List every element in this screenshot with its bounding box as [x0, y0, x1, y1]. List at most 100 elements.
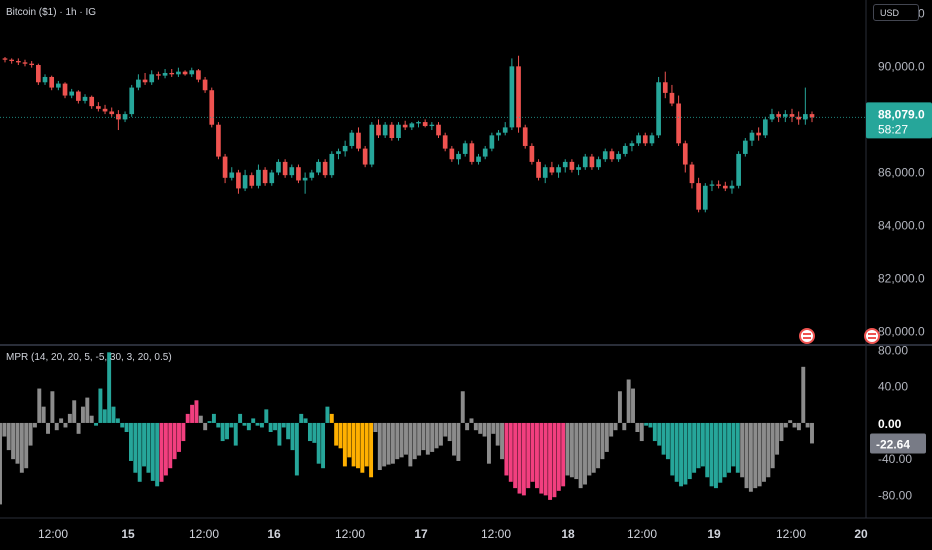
histogram-bar — [500, 422, 505, 460]
histogram-bar — [172, 422, 177, 460]
histogram-bar — [203, 422, 208, 431]
indicator-tick-label: 40.00 — [878, 380, 908, 394]
candle-body — [609, 151, 615, 160]
candle-body — [502, 127, 508, 133]
histogram-bar — [753, 422, 758, 489]
histogram-bar — [779, 422, 784, 442]
candle-body — [709, 184, 715, 186]
histogram-bar — [687, 422, 692, 480]
candle-body — [309, 172, 315, 178]
histogram-bar — [369, 422, 374, 478]
histogram-bar — [59, 418, 64, 423]
histogram-bar — [207, 421, 212, 423]
histogram-bar — [796, 422, 801, 431]
candle-body — [716, 184, 721, 186]
histogram-bar — [386, 422, 391, 465]
histogram-bar — [530, 422, 535, 482]
histogram-bar — [281, 422, 286, 428]
time-tick-label: 12:00 — [189, 527, 219, 541]
histogram-bar — [238, 413, 243, 423]
histogram-bar — [513, 422, 518, 489]
histogram-bar — [460, 391, 465, 423]
price-pane[interactable] — [0, 55, 866, 213]
histogram-bar — [517, 422, 522, 494]
indicator-value-badge[interactable] — [870, 433, 926, 454]
us-flag-event-icon-ring — [864, 328, 880, 344]
histogram-bar — [107, 352, 112, 423]
candle-body — [496, 132, 501, 136]
time-tick-label: 12:00 — [335, 527, 365, 541]
time-axis[interactable]: 12:00 15 12:00 16 12:00 17 12:00 18 12:00 19 12:00… — [38, 527, 868, 541]
histogram-bar — [19, 422, 24, 473]
us-flag-event-icon[interactable] — [799, 328, 815, 344]
candle-body — [222, 156, 228, 178]
last-price-badge[interactable] — [866, 102, 932, 139]
histogram-bar — [425, 422, 430, 455]
time-tick-label: 19 — [707, 527, 721, 541]
histogram-bar — [277, 422, 282, 446]
candle-body — [662, 82, 668, 93]
histogram-bar — [473, 422, 478, 431]
histogram-bar — [133, 422, 138, 473]
histogram-bar — [155, 422, 160, 487]
candle-body — [336, 151, 341, 154]
histogram-bar — [661, 422, 666, 455]
histogram-bar — [0, 422, 2, 505]
histogram-bar — [290, 422, 295, 451]
time-tick-label: 12:00 — [776, 527, 806, 541]
histogram-bar — [76, 422, 81, 434]
currency-button[interactable]: USD — [873, 4, 919, 21]
histogram-bar — [159, 422, 164, 482]
zero-label: 0.00 — [878, 417, 902, 431]
histogram-bar — [194, 400, 199, 423]
candle-body — [616, 153, 621, 160]
candle-body — [569, 161, 575, 170]
candle-body — [622, 145, 628, 154]
histogram-bar — [303, 418, 308, 423]
histogram-bar — [373, 422, 378, 432]
candle-body — [169, 72, 175, 75]
candle-body — [742, 140, 748, 154]
us-flag-event-icon[interactable] — [864, 328, 880, 344]
candle-body — [142, 79, 148, 83]
candle-body — [389, 124, 395, 138]
candle-body — [769, 114, 775, 120]
indicator-legend[interactable]: MPR (14, 20, 20, 5, -5, 30, 3, 20, 0.5) — [6, 352, 172, 363]
candle-body — [789, 114, 795, 117]
histogram-bar — [596, 422, 601, 469]
histogram-bar — [604, 422, 609, 452]
histogram-bar — [115, 418, 120, 423]
candle-body — [516, 66, 521, 128]
histogram-bar — [713, 422, 718, 489]
candle-body — [16, 61, 21, 63]
candle-body — [249, 175, 255, 186]
histogram-bar — [220, 422, 225, 442]
candle-body — [382, 124, 388, 136]
indicator-tick-label: -80.00 — [878, 488, 912, 502]
histogram-bar — [670, 422, 675, 476]
histogram-bar — [648, 422, 653, 428]
histogram-bar — [163, 422, 168, 476]
histogram-bar — [347, 422, 352, 458]
histogram-bar — [569, 422, 574, 478]
histogram-bar — [456, 422, 461, 461]
time-tick-label: 12:00 — [481, 527, 511, 541]
indicator-pane[interactable] — [0, 352, 814, 505]
price-tick-label: 82,000.0 — [878, 272, 925, 286]
histogram-bar — [185, 413, 190, 423]
histogram-bar — [177, 422, 181, 452]
histogram-bar — [452, 422, 456, 456]
event-markers[interactable] — [799, 328, 880, 344]
histogram-bar — [382, 422, 387, 467]
time-tick-label: 12:00 — [627, 527, 657, 541]
candle-body — [282, 161, 288, 176]
histogram-bar — [211, 413, 216, 423]
symbol-legend[interactable]: Bitcoin ($1) · 1h · IG — [6, 7, 97, 18]
histogram-bar — [539, 422, 544, 494]
histogram-bar — [46, 422, 50, 434]
histogram-bar — [246, 422, 251, 431]
candle-body — [536, 161, 541, 178]
candle-body — [449, 148, 455, 160]
